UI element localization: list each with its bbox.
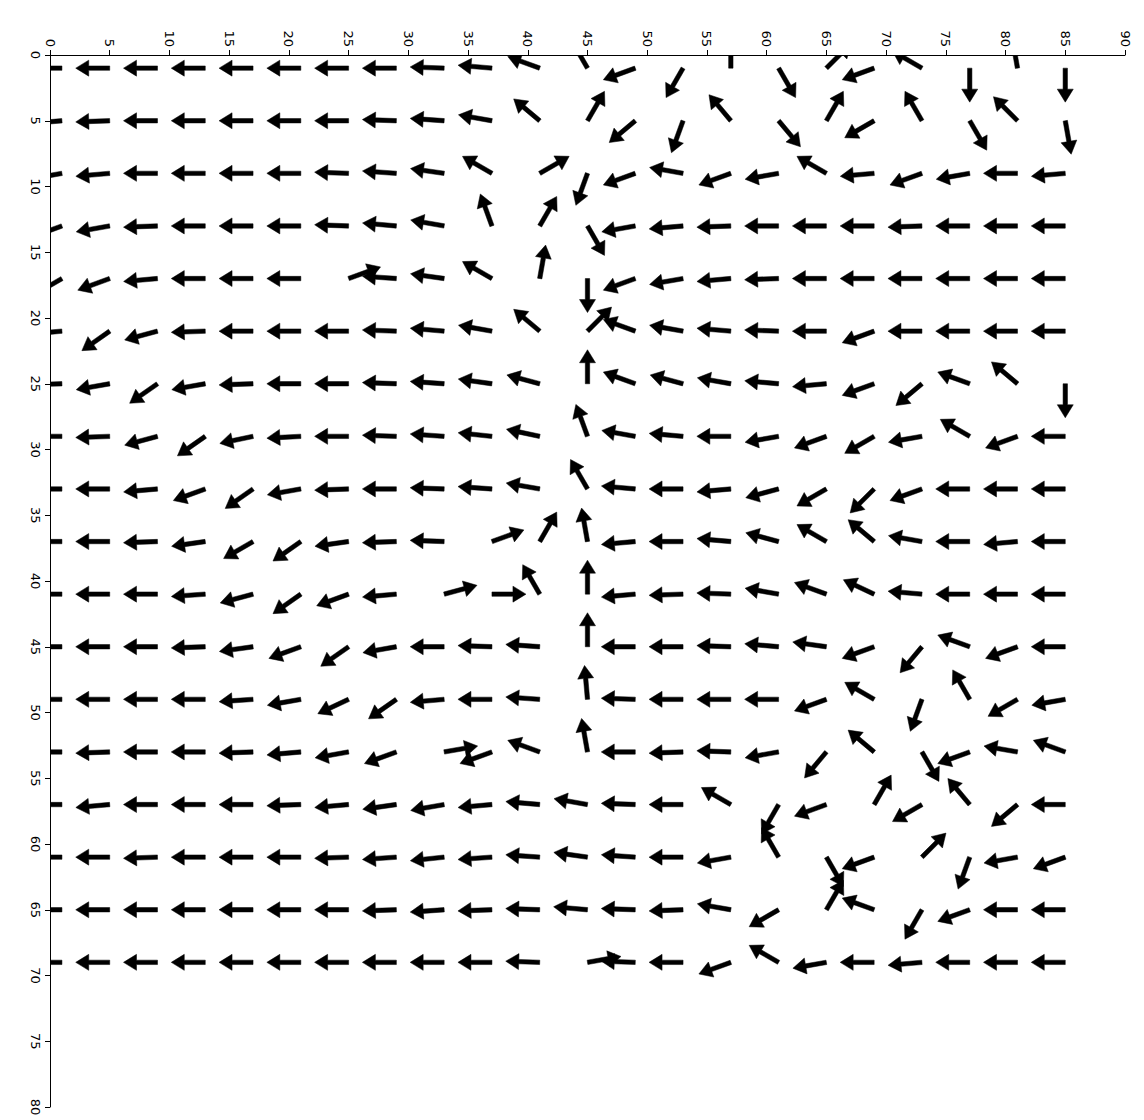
svg-text:10: 10 [28,178,43,195]
svg-text:75: 75 [938,30,953,47]
svg-text:65: 65 [28,901,43,918]
svg-text:70: 70 [28,967,43,984]
svg-text:5: 5 [102,39,117,47]
svg-text:65: 65 [819,30,834,47]
svg-text:30: 30 [28,441,43,458]
svg-text:35: 35 [28,507,43,524]
svg-text:70: 70 [879,30,894,47]
svg-text:30: 30 [401,30,416,47]
svg-text:15: 15 [28,244,43,261]
svg-text:25: 25 [28,375,43,392]
svg-text:40: 40 [520,30,535,47]
svg-text:45: 45 [28,638,43,655]
svg-text:55: 55 [699,30,714,47]
svg-text:45: 45 [580,30,595,47]
svg-text:10: 10 [162,30,177,47]
svg-text:20: 20 [281,30,296,47]
svg-text:40: 40 [28,573,43,590]
svg-text:55: 55 [28,770,43,787]
svg-text:25: 25 [341,30,356,47]
svg-text:0: 0 [43,39,58,47]
svg-text:80: 80 [28,1099,43,1116]
svg-text:85: 85 [1058,30,1073,47]
svg-text:60: 60 [28,836,43,853]
svg-text:90: 90 [1118,30,1133,47]
svg-text:60: 60 [759,30,774,47]
svg-text:20: 20 [28,310,43,327]
svg-text:35: 35 [461,30,476,47]
svg-text:5: 5 [28,117,43,125]
svg-text:15: 15 [222,30,237,47]
svg-text:0: 0 [28,51,43,59]
svg-text:50: 50 [28,704,43,721]
svg-text:75: 75 [28,1033,43,1050]
svg-text:50: 50 [640,30,655,47]
svg-text:80: 80 [998,30,1013,47]
